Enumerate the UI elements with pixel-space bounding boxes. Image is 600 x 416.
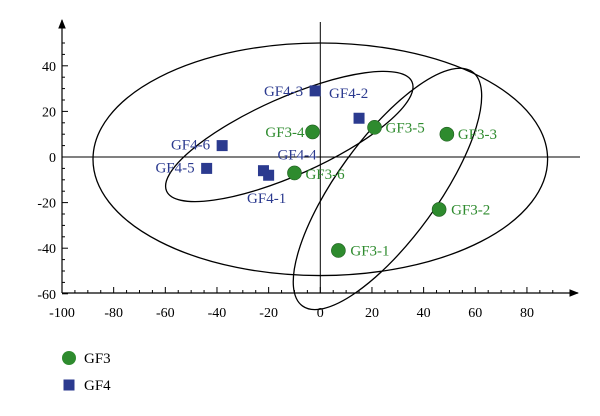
y-tick-label: -20 xyxy=(37,197,56,212)
point-label-gf4-4: GF4-4 xyxy=(277,148,317,164)
point-label-gf4-1: GF4-1 xyxy=(247,191,286,207)
x-tick-label: -60 xyxy=(156,306,175,321)
data-point-gf4-2 xyxy=(353,112,365,124)
x-tick-label: 40 xyxy=(417,306,431,321)
x-tick-label: -40 xyxy=(208,306,227,321)
y-tick-label: 0 xyxy=(49,151,56,166)
legend-label-gf4: GF4 xyxy=(84,378,111,394)
y-tick-label: -40 xyxy=(37,242,56,257)
x-tick-label: 60 xyxy=(468,306,482,321)
points-layer: GF3-1 GF3-2 GF3-3 GF3-4 GF3-5 GF3-6 GF4-1 GF4-2… xyxy=(155,84,497,260)
x-tick-label: -20 xyxy=(259,306,278,321)
point-label-gf4-6: GF4-6 xyxy=(171,138,211,154)
y-tick-label: 20 xyxy=(42,105,56,120)
data-point-gf3-3 xyxy=(439,126,455,142)
data-point-gf3-4 xyxy=(305,124,320,140)
legend: GF3 GF4 xyxy=(62,351,111,394)
data-point-gf4-5 xyxy=(201,162,213,174)
axes-layer: -100 -80 -60 -40 -20 0 20 40 60 80 -60 -40 -20 0 20 40 xyxy=(37,19,580,321)
x-tick-label: 0 xyxy=(317,306,324,321)
point-label-gf3-2: GF3-2 xyxy=(451,202,490,218)
confidence-ellipse-3 xyxy=(292,67,483,311)
point-label-gf3-1: GF3-1 xyxy=(350,243,389,259)
point-label-gf4-2: GF4-2 xyxy=(329,86,368,102)
legend-marker-gf4 xyxy=(63,379,75,391)
point-label-gf4-5: GF4-5 xyxy=(155,160,194,176)
y-tick-label: 40 xyxy=(42,60,56,75)
data-point-gf4-6 xyxy=(216,140,228,152)
point-label-gf3-3: GF3-3 xyxy=(458,127,497,143)
x-tick-label: 20 xyxy=(365,306,379,321)
data-point-gf3-2 xyxy=(431,202,447,217)
x-tick-label: -100 xyxy=(49,306,75,321)
data-point-gf3-6 xyxy=(287,165,302,181)
x-tick-label: -80 xyxy=(104,306,123,321)
legend-marker-gf3 xyxy=(62,351,76,365)
point-label-gf3-6: GF3-6 xyxy=(305,167,345,183)
x-tick-label: 80 xyxy=(520,306,534,321)
data-point-gf3-1 xyxy=(331,243,346,258)
data-point-gf4-3 xyxy=(309,85,321,97)
y-tick-label: -60 xyxy=(37,288,56,303)
legend-label-gf3: GF3 xyxy=(84,351,111,367)
data-point-gf3-5 xyxy=(367,120,382,135)
data-point-gf4-4 xyxy=(257,165,269,177)
point-label-gf4-3: GF4-3 xyxy=(264,84,303,100)
confidence-ellipse-2 xyxy=(164,70,414,203)
point-label-gf3-4: GF3-4 xyxy=(265,125,305,141)
point-label-gf3-5: GF3-5 xyxy=(386,120,425,136)
